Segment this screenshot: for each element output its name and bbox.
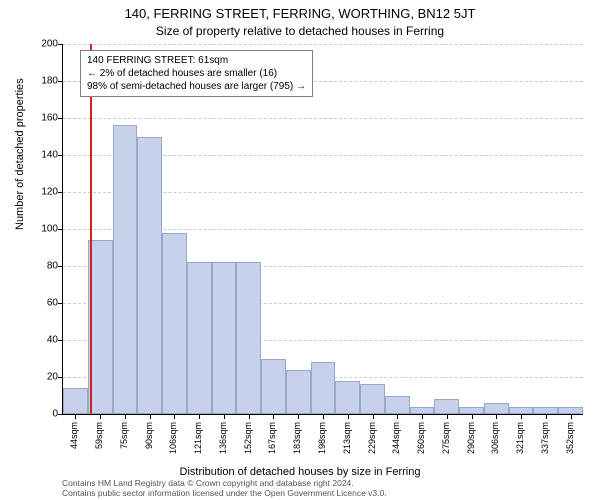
annotation-line-3: 98% of semi-detached houses are larger (… xyxy=(87,80,306,93)
xtick-mark xyxy=(373,414,374,419)
ytick-mark xyxy=(58,192,63,193)
x-axis-label: Distribution of detached houses by size … xyxy=(0,466,600,478)
xtick-mark xyxy=(249,414,250,419)
histogram-bar xyxy=(484,403,509,414)
histogram-bar xyxy=(360,384,385,414)
chart-title-main: 140, FERRING STREET, FERRING, WORTHING, … xyxy=(0,6,600,21)
xtick-mark xyxy=(273,414,274,419)
chart-title-sub: Size of property relative to detached ho… xyxy=(0,24,600,38)
histogram-bar xyxy=(509,407,534,414)
xtick-label: 337sqm xyxy=(540,422,550,454)
xtick-mark xyxy=(323,414,324,419)
property-marker-line xyxy=(90,44,92,414)
annotation-line-1: 140 FERRING STREET: 61sqm xyxy=(87,54,306,67)
plot-area xyxy=(62,44,583,415)
footer-line-2: Contains public sector information licen… xyxy=(62,488,387,498)
xtick-mark xyxy=(447,414,448,419)
ytick-label: 0 xyxy=(52,409,58,420)
footer-line-1: Contains HM Land Registry data © Crown c… xyxy=(62,478,387,488)
annotation-box: 140 FERRING STREET: 61sqm← 2% of detache… xyxy=(80,50,313,97)
xtick-label: 44sqm xyxy=(69,422,79,449)
ytick-label: 140 xyxy=(41,150,58,161)
annotation-line-2: ← 2% of detached houses are smaller (16) xyxy=(87,67,306,80)
xtick-label: 290sqm xyxy=(466,422,476,454)
xtick-label: 75sqm xyxy=(119,422,129,449)
xtick-label: 183sqm xyxy=(292,422,302,454)
xtick-mark xyxy=(298,414,299,419)
histogram-bar xyxy=(335,381,360,414)
gridline xyxy=(63,44,583,45)
y-axis-label: Number of detached properties xyxy=(14,78,26,230)
xtick-label: 275sqm xyxy=(441,422,451,454)
ytick-mark xyxy=(58,155,63,156)
histogram-bar xyxy=(113,125,138,414)
ytick-mark xyxy=(58,340,63,341)
xtick-mark xyxy=(150,414,151,419)
xtick-label: 90sqm xyxy=(144,422,154,449)
histogram-bar xyxy=(533,407,558,414)
xtick-label: 152sqm xyxy=(243,422,253,454)
xtick-mark xyxy=(571,414,572,419)
gridline xyxy=(63,118,583,119)
xtick-label: 260sqm xyxy=(416,422,426,454)
xtick-label: 213sqm xyxy=(342,422,352,454)
ytick-mark xyxy=(58,303,63,304)
xtick-mark xyxy=(100,414,101,419)
ytick-label: 80 xyxy=(47,261,58,272)
xtick-label: 59sqm xyxy=(94,422,104,449)
ytick-label: 120 xyxy=(41,187,58,198)
ytick-mark xyxy=(58,377,63,378)
xtick-label: 352sqm xyxy=(565,422,575,454)
xtick-mark xyxy=(348,414,349,419)
ytick-label: 180 xyxy=(41,76,58,87)
xtick-label: 321sqm xyxy=(515,422,525,454)
xtick-mark xyxy=(75,414,76,419)
histogram-bar xyxy=(63,388,88,414)
xtick-label: 121sqm xyxy=(193,422,203,454)
xtick-label: 306sqm xyxy=(490,422,500,454)
xtick-mark xyxy=(199,414,200,419)
histogram-bar xyxy=(311,362,336,414)
xtick-mark xyxy=(422,414,423,419)
histogram-bar xyxy=(434,399,459,414)
histogram-bar xyxy=(212,262,237,414)
xtick-mark xyxy=(125,414,126,419)
xtick-label: 229sqm xyxy=(367,422,377,454)
xtick-label: 136sqm xyxy=(218,422,228,454)
ytick-mark xyxy=(58,266,63,267)
histogram-bar xyxy=(137,137,162,415)
histogram-bar xyxy=(558,407,583,414)
xtick-mark xyxy=(521,414,522,419)
xtick-mark xyxy=(472,414,473,419)
xtick-mark xyxy=(546,414,547,419)
xtick-mark xyxy=(174,414,175,419)
ytick-label: 100 xyxy=(41,224,58,235)
xtick-label: 167sqm xyxy=(267,422,277,454)
histogram-bar xyxy=(410,407,435,414)
histogram-bar xyxy=(187,262,212,414)
ytick-mark xyxy=(58,81,63,82)
ytick-label: 200 xyxy=(41,39,58,50)
histogram-bar xyxy=(162,233,187,414)
histogram-bar xyxy=(261,359,286,415)
xtick-label: 106sqm xyxy=(168,422,178,454)
histogram-bar xyxy=(236,262,261,414)
ytick-label: 160 xyxy=(41,113,58,124)
xtick-label: 198sqm xyxy=(317,422,327,454)
xtick-mark xyxy=(224,414,225,419)
ytick-mark xyxy=(58,118,63,119)
ytick-label: 40 xyxy=(47,335,58,346)
xtick-label: 244sqm xyxy=(391,422,401,454)
ytick-mark xyxy=(58,44,63,45)
histogram-bar xyxy=(459,407,484,414)
ytick-label: 20 xyxy=(47,372,58,383)
ytick-mark xyxy=(58,229,63,230)
histogram-bar xyxy=(286,370,311,414)
ytick-label: 60 xyxy=(47,298,58,309)
ytick-mark xyxy=(58,414,63,415)
histogram-bar xyxy=(385,396,410,415)
footer-attribution: Contains HM Land Registry data © Crown c… xyxy=(62,478,387,498)
xtick-mark xyxy=(496,414,497,419)
xtick-mark xyxy=(397,414,398,419)
